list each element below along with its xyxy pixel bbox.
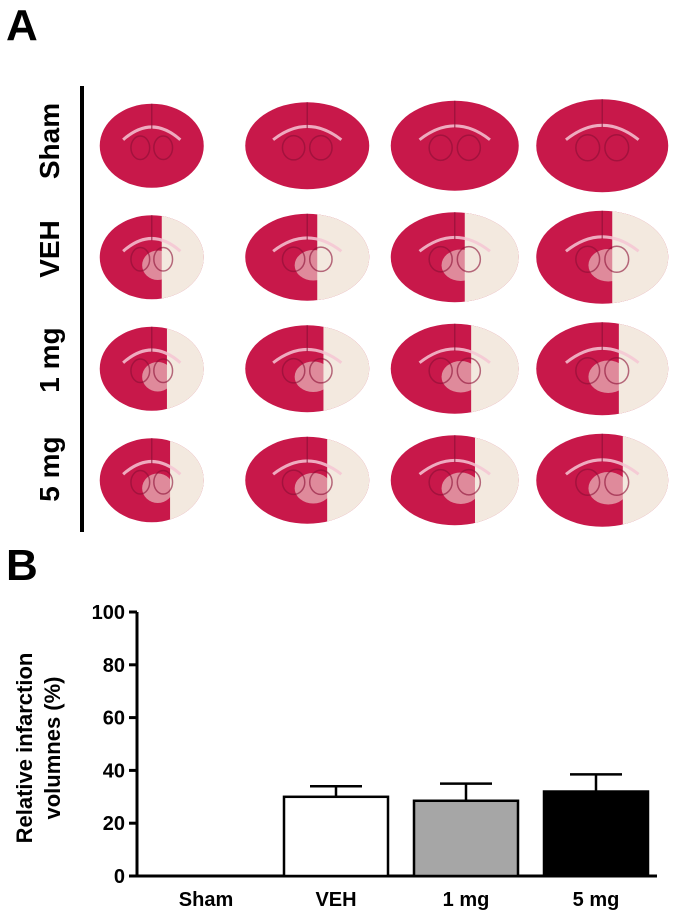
infarction-bar-chart: Relative infarction volumnes (%) 0 20 40 60 8… (12, 602, 657, 911)
bar-5mg (542, 790, 650, 878)
brain-slice-sham-3 (390, 100, 519, 191)
panel-b-label: B (6, 541, 38, 590)
brain-slice-grid (99, 99, 669, 527)
bar-1mg (412, 799, 520, 878)
y-tick-label: 40 (103, 760, 125, 782)
brain-slice-1mg-4 (536, 322, 669, 416)
x-tick-label-5mg: 5 mg (573, 889, 620, 911)
brain-slice-5mg-3 (390, 435, 519, 526)
brain-slice-sham-2 (245, 102, 370, 190)
y-axis-title-line-1: Relative infarction (12, 653, 37, 844)
y-tick-label: 20 (103, 813, 125, 835)
y-tick-label: 60 (103, 708, 125, 730)
x-tick-labels: Sham VEH 1 mg 5 mg (179, 889, 620, 911)
x-tick-label-sham: Sham (179, 889, 233, 911)
brain-slice-veh-4 (536, 210, 669, 304)
chart-bars (282, 773, 650, 878)
brain-slice-sham-1 (99, 103, 204, 188)
row-label-sham: Sham (34, 102, 65, 180)
brain-slice-1mg-3 (390, 323, 519, 414)
row-label-1mg: 1 mg (34, 327, 65, 393)
y-axis-title-line-2: volumnes (%) (40, 676, 65, 819)
y-tick-label: 100 (92, 602, 125, 624)
y-axis-title: Relative infarction volumnes (%) (12, 653, 65, 844)
brain-slice-veh-2 (245, 213, 370, 301)
brain-slice-sham-4 (536, 99, 669, 193)
brain-slice-5mg-2 (245, 436, 370, 524)
y-tick-label: 0 (114, 866, 125, 888)
panel-a-label: A (6, 1, 38, 50)
brain-slice-veh-3 (390, 212, 519, 303)
brain-slice-5mg-4 (536, 433, 669, 527)
x-tick-label-veh: VEH (315, 889, 356, 911)
row-label-veh: VEH (34, 220, 65, 278)
bar-veh (282, 795, 390, 878)
x-tick-label-1mg: 1 mg (443, 889, 490, 911)
brain-slice-5mg-1 (99, 438, 204, 523)
brain-slice-1mg-1 (99, 326, 204, 411)
y-tick-label: 80 (103, 655, 125, 677)
brain-slice-1mg-2 (245, 325, 370, 413)
brain-slice-veh-1 (99, 215, 204, 300)
row-label-5mg: 5 mg (34, 436, 65, 502)
panel-a-divider (80, 86, 84, 532)
